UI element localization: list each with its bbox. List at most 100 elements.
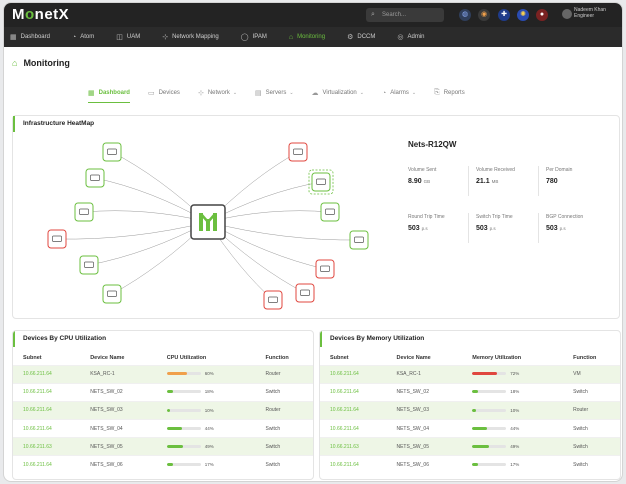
utilization-cell: 60% (156, 364, 256, 384)
table-row[interactable]: 10.66.211.64 NETS_SW_04 44% Switch (320, 419, 620, 438)
nav-label: Atom (80, 34, 95, 40)
search-input[interactable]: ⌕ Search... (366, 8, 444, 22)
device-node[interactable] (47, 229, 67, 249)
table-row[interactable]: 10.66.211.64 NETS_SW_02 18% Switch (13, 382, 313, 402)
subnet-cell[interactable]: 10.66.211.64 (320, 400, 387, 420)
central-hub-node[interactable] (190, 204, 226, 240)
subnet-cell[interactable]: 10.66.211.64 (13, 400, 81, 420)
metric-label: BGP Connection (546, 214, 584, 220)
nav-item-alarm[interactable]: ◔ Atom (72, 27, 94, 47)
heatmap-title: Infrastructure HeatMap (13, 116, 94, 132)
memory-table: Subnet Device Name Memory Utilization Funct… (320, 351, 620, 475)
column-header[interactable]: Function (573, 354, 597, 361)
metric-card: BGP Connection 503 p.s (546, 214, 606, 232)
globe-icon[interactable]: ◍ (459, 9, 471, 21)
metric-value: 503 p.s (476, 225, 496, 232)
utilization-bar (472, 408, 507, 412)
memory-title: Devices By Memory Utilization (320, 331, 424, 347)
table-row[interactable]: 10.66.211.64 NETS_SW_02 18% Switch (320, 382, 620, 402)
alarm-icon: ◔ (71, 33, 77, 41)
subnet-cell[interactable]: 10.66.211.64 (13, 455, 81, 475)
subnet-cell[interactable]: 10.66.211.64 (320, 419, 387, 438)
device-node[interactable] (263, 290, 283, 310)
table-row[interactable]: 10.66.211.64 NETS_SW_03 10% Router (320, 400, 620, 420)
table-row[interactable]: 10.66.211.64 KSA_RC-1 72% VM (320, 364, 620, 384)
device-node[interactable] (102, 142, 122, 162)
utilization-percent: 17% (204, 462, 214, 468)
tab-reports[interactable]: ⎘ Reports (434, 83, 465, 103)
nav-label: IPAM (252, 34, 267, 40)
device-node[interactable] (288, 142, 308, 162)
grid-icon: ▦ (10, 34, 17, 41)
subnet-cell[interactable]: 10.66.211.64 (320, 364, 387, 384)
subnet-cell[interactable]: 10.66.211.64 (320, 455, 387, 475)
device-node[interactable] (102, 284, 122, 304)
uk-flag-icon[interactable]: ✚ (498, 9, 510, 21)
device-node[interactable] (79, 255, 99, 275)
device-node[interactable] (349, 230, 369, 250)
tab-dashboard[interactable]: ▦ Dashboard (88, 83, 130, 103)
table-row[interactable]: 10.66.211.64 KSA_RC-1 60% Router (13, 364, 313, 384)
device-node[interactable] (308, 169, 334, 195)
tab-network[interactable]: ⊹ Network ⌄ (198, 83, 237, 103)
nav-item-uam[interactable]: ◫ UAM (116, 27, 140, 47)
nav-label: DCCM (357, 34, 376, 40)
table-row[interactable]: 10.66.211.64 NETS_SW_04 44% Switch (13, 419, 313, 438)
nav-item-monitoring[interactable]: ⌂ Monitoring (289, 27, 325, 47)
table-row[interactable]: 10.66.211.64 NETS_SW_03 10% Router (13, 400, 313, 420)
metric-value: 780 (546, 178, 558, 185)
tab-alarms[interactable]: ◔ Alarms ⌄ (382, 83, 416, 103)
device-name: Nets-R12QW (408, 140, 457, 149)
function-cell: Switch (255, 382, 313, 402)
column-header[interactable]: Device Name (90, 354, 125, 361)
monitor-icon (293, 148, 303, 155)
subnet-cell[interactable]: 10.66.211.64 (13, 419, 81, 438)
nav-item-network[interactable]: ⊹ Network Mapping (162, 27, 219, 47)
nav-item-admin[interactable]: ◎ Admin (397, 27, 424, 47)
table-row[interactable]: 10.66.211.64 NETS_SW_06 17% Switch (13, 455, 313, 475)
column-header[interactable]: Subnet (330, 354, 349, 361)
chevron-down-icon: ⌄ (359, 90, 364, 96)
monetx-logo[interactable]: MonetX (12, 6, 70, 23)
tab-servers[interactable]: ▤ Servers ⌄ (255, 83, 294, 103)
subnet-cell[interactable]: 10.66.211.64 (13, 364, 81, 384)
nav-item-dcim[interactable]: ⚙ DCCM (347, 27, 375, 47)
device-node[interactable] (85, 168, 105, 188)
utilization-cell: 10% (462, 400, 564, 420)
tab-icon: ◔ (381, 89, 387, 97)
device-node[interactable] (320, 202, 340, 222)
device-node[interactable] (315, 259, 335, 279)
column-header[interactable]: Device Name (396, 354, 431, 361)
column-header[interactable]: Function (265, 354, 289, 361)
memory-card: Devices By Memory Utilization Subnet Devi… (319, 330, 621, 480)
subnet-cell[interactable]: 10.66.211.64 (13, 382, 81, 402)
column-header[interactable]: CPU Utilization (166, 354, 207, 361)
device-cell: NETS_SW_04 (80, 419, 157, 438)
tab-virtualization[interactable]: ☁ Virtualization ⌄ (312, 83, 364, 103)
function-cell: Switch (563, 382, 620, 402)
region-flag-icon[interactable]: ● (536, 9, 548, 21)
device-cell: NETS_SW_06 (386, 455, 463, 475)
table-row[interactable]: 10.66.211.63 NETS_SW_05 49% Switch (320, 437, 620, 456)
table-row[interactable]: 10.66.211.64 NETS_SW_06 17% Switch (320, 455, 620, 475)
column-header[interactable]: Subnet (23, 354, 42, 361)
notification-icon[interactable]: ◉ (478, 9, 490, 21)
function-cell: Switch (563, 419, 620, 438)
monitor-icon (84, 261, 94, 268)
nav-item-ipam[interactable]: ◯ IPAM (241, 27, 267, 47)
link-line (88, 221, 209, 266)
device-node[interactable] (74, 202, 94, 222)
nav-item-grid[interactable]: ▦ Dashboard (10, 27, 50, 47)
device-node[interactable] (295, 283, 315, 303)
subnet-cell[interactable]: 10.66.211.63 (320, 437, 387, 456)
table-row[interactable]: 10.66.211.63 NETS_SW_05 49% Switch (13, 437, 313, 456)
eu-flag-icon[interactable]: ✺ (517, 9, 529, 21)
link-line (207, 210, 331, 223)
dcim-icon: ⚙ (347, 34, 354, 41)
column-header[interactable]: Memory Utilization (472, 354, 522, 361)
user-menu[interactable]: Nadeem Khan Engineer (562, 7, 622, 23)
subnet-cell[interactable]: 10.66.211.63 (13, 437, 81, 456)
utilization-bar (472, 372, 507, 376)
tab-devices[interactable]: ▭ Devices (148, 83, 180, 103)
subnet-cell[interactable]: 10.66.211.64 (320, 382, 387, 402)
